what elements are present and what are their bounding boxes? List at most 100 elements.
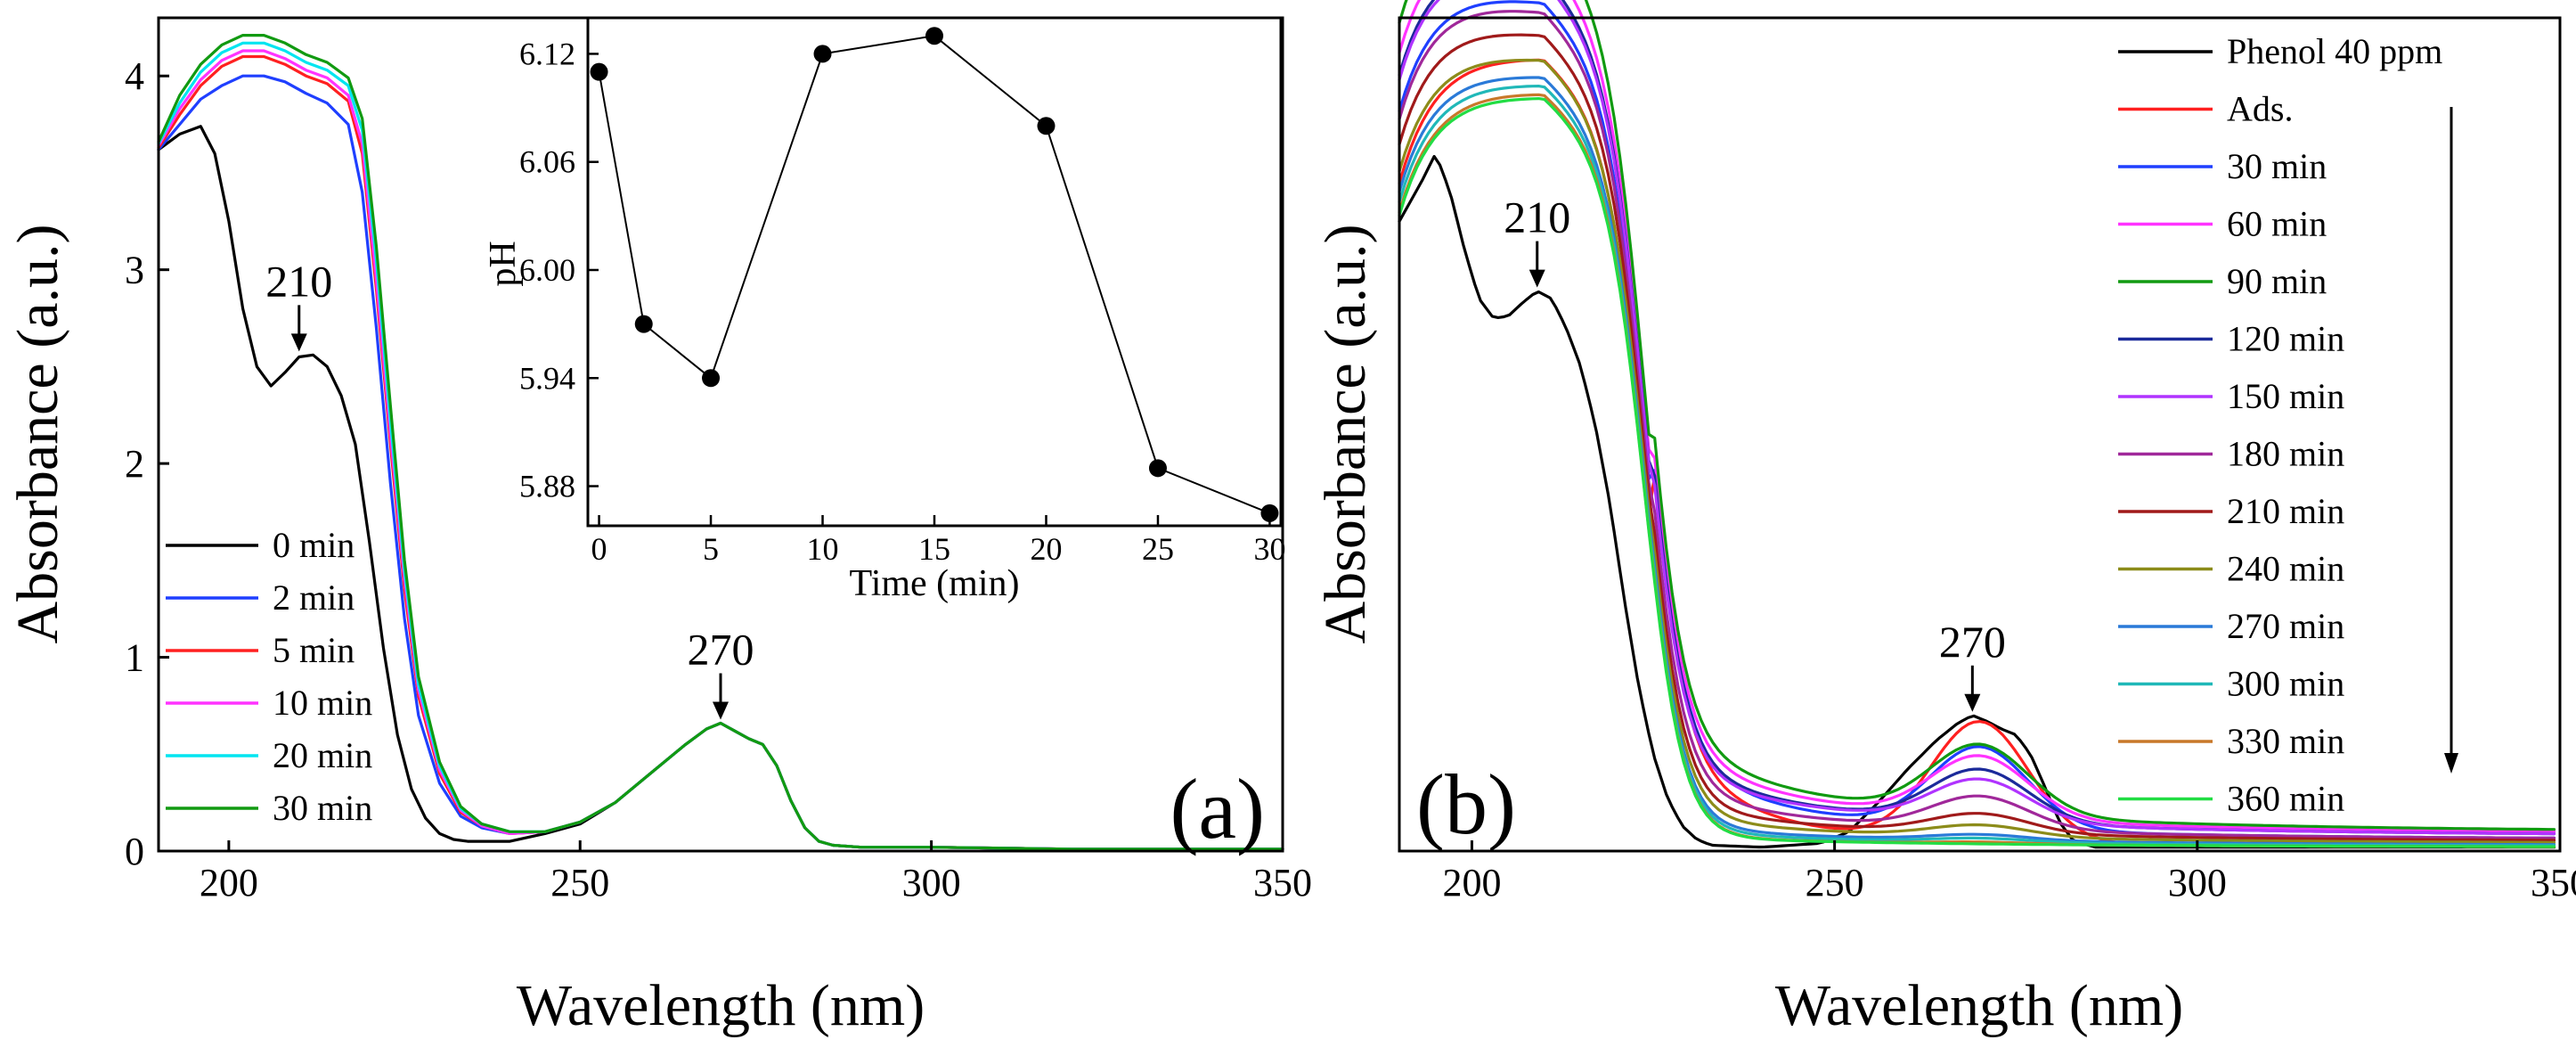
inset-ticks: 0 5 10 15 20 25 30 5.88 5.94 6.00 6.06 6.12 [519, 36, 1285, 567]
panel-a-x-tick-label: 200 [200, 861, 258, 905]
inset-x-tick-label: 5 [703, 531, 719, 567]
panel-b-series-line [1398, 93, 2556, 848]
inset-y-tick-label: 5.88 [519, 469, 575, 504]
panel-a-y-tick-label: 3 [125, 249, 144, 292]
legend-time-arrow [2444, 107, 2458, 774]
inset-ph-line [598, 35, 1270, 514]
inset-ph-point [590, 62, 608, 81]
panel-a-y-axis-title: Absorbance (a.u.) [5, 225, 70, 644]
panel-b-legend-label: 120 min [2227, 319, 2344, 359]
panel-a-y-tick-label: 1 [125, 636, 144, 680]
panel-a-label: (a) [1170, 761, 1265, 856]
panel-a-x-axis-title: Wavelength (nm) [517, 973, 925, 1038]
panel-b-ticks: 200 250 300 350 [1442, 840, 2576, 905]
panel-b-x-tick-label: 250 [1806, 861, 1864, 905]
panel-b-peak-label: 210 [1504, 192, 1570, 242]
inset-ph-point [634, 315, 653, 333]
panel-b-peak-arrow-head [1528, 269, 1545, 288]
panel-b-legend-label: 330 min [2227, 721, 2344, 761]
panel-b-legend-label: 180 min [2227, 434, 2344, 474]
panel-b-legend-label: 240 min [2227, 549, 2344, 589]
panel-b-series-line [1398, 85, 2556, 847]
inset-y-tick-label: 5.94 [519, 360, 575, 396]
panel-a-annotations: 210 270 [265, 256, 754, 720]
inset-ph-point [1260, 504, 1279, 522]
panel-a-legend-label: 5 min [273, 630, 355, 670]
panel-a-legend-label: 0 min [273, 525, 355, 565]
panel-b-legend-label: 270 min [2227, 606, 2344, 646]
panel-b-series-line [1398, 33, 2556, 842]
panel-b-series-line [1398, 97, 2556, 848]
inset-x-axis-title: Time (min) [850, 563, 1020, 604]
inset-y-tick-label: 6.12 [519, 36, 575, 71]
inset-frame [586, 16, 1283, 528]
panel-b-legend-label: Phenol 40 ppm [2227, 31, 2442, 71]
panel-b-legend-label: 60 min [2227, 204, 2327, 244]
panel-b: 200 250 300 350 Wavelength (nm) Absorbance … [1313, 0, 2576, 1038]
panel-a-y-tick-label: 4 [125, 54, 144, 98]
panel-b-legend-label: 300 min [2227, 664, 2344, 704]
panel-b-y-axis-title: Absorbance (a.u.) [1313, 225, 1378, 644]
panel-b-legend-label: 150 min [2227, 376, 2344, 416]
panel-b-series-line [1398, 10, 2556, 839]
panel-a-legend: 0 min 2 min 5 min 10 min 20 min 30 min [166, 525, 372, 828]
panel-b-series-line [1398, 76, 2556, 847]
inset-x-tick-label: 25 [1142, 531, 1174, 567]
panel-a-x-tick-label: 250 [550, 861, 609, 905]
panel-b-series-line [1398, 0, 2556, 836]
panel-b-series [1398, 0, 2556, 849]
panel-b-peak-label: 270 [1939, 617, 2006, 667]
panel-a-series-line [157, 34, 1284, 851]
inset-y-tick-label: 6.00 [519, 252, 575, 288]
inset-ph-point [702, 369, 721, 388]
panel-b-legend: Phenol 40 ppm Ads. 30 min 60 min 90 min 120 m… [2118, 31, 2442, 819]
panel-b-series-line [1398, 0, 2556, 831]
panel-b-legend-label: 30 min [2227, 146, 2327, 186]
panel-a-series [157, 34, 1284, 851]
inset-ph-chart: 0 5 10 15 20 25 30 5.88 5.94 6.00 6.06 6.12 Time (m… [483, 16, 1285, 604]
panel-b-legend-label: 90 min [2227, 261, 2327, 301]
panel-b-label: (b) [1416, 757, 1516, 852]
panel-b-x-tick-label: 350 [2531, 861, 2576, 905]
inset-x-tick-label: 0 [591, 531, 607, 567]
panel-b-frame [1398, 16, 2562, 853]
panel-a-x-tick-label: 350 [1253, 861, 1312, 905]
panel-b-series-line [1398, 0, 2556, 833]
panel-b-x-axis-title: Wavelength (nm) [1775, 973, 2183, 1038]
panel-a-legend-label: 30 min [273, 788, 372, 828]
inset-ph-point [1148, 459, 1167, 478]
inset-y-axis-title: pH [483, 241, 524, 286]
panel-a-x-tick-label: 300 [902, 861, 961, 905]
inset-x-tick-label: 20 [1030, 531, 1062, 567]
inset-ph-point [925, 27, 943, 45]
inset-ph-point [1037, 117, 1056, 135]
inset-ph-point [813, 45, 832, 63]
panel-b-x-tick-label: 300 [2168, 861, 2227, 905]
panel-a-legend-label: 10 min [273, 683, 372, 723]
panel-b-legend-label: 360 min [2227, 779, 2344, 819]
panel-b-series-line [1398, 58, 2556, 848]
panel-a-peak-arrow-head [713, 701, 729, 720]
panel-b-annotations: 210 270 [1504, 192, 2006, 712]
inset-data [590, 27, 1279, 522]
panel-b-series-line [1398, 58, 2556, 844]
panel-b-legend-label: 210 min [2227, 491, 2344, 531]
panel-b-series-line [1398, 0, 2556, 836]
panel-a-legend-label: 2 min [273, 577, 355, 618]
panel-b-x-tick-label: 200 [1442, 861, 1501, 905]
panel-b-legend-label: Ads. [2227, 89, 2293, 129]
panel-a-peak-arrow-head [290, 333, 307, 352]
inset-x-tick-label: 30 [1253, 531, 1285, 567]
panel-a-peak-label: 210 [265, 256, 332, 306]
panel-a-legend-label: 20 min [273, 735, 372, 775]
panel-a-y-tick-label: 2 [125, 442, 144, 486]
inset-x-tick-label: 15 [918, 531, 950, 567]
panel-a-peak-label: 270 [688, 624, 754, 674]
panel-b-peak-arrow-head [1964, 693, 1981, 712]
inset-y-tick-label: 6.06 [519, 144, 575, 180]
inset-x-tick-label: 10 [807, 531, 839, 567]
panel-a-y-tick-label: 0 [125, 830, 144, 873]
